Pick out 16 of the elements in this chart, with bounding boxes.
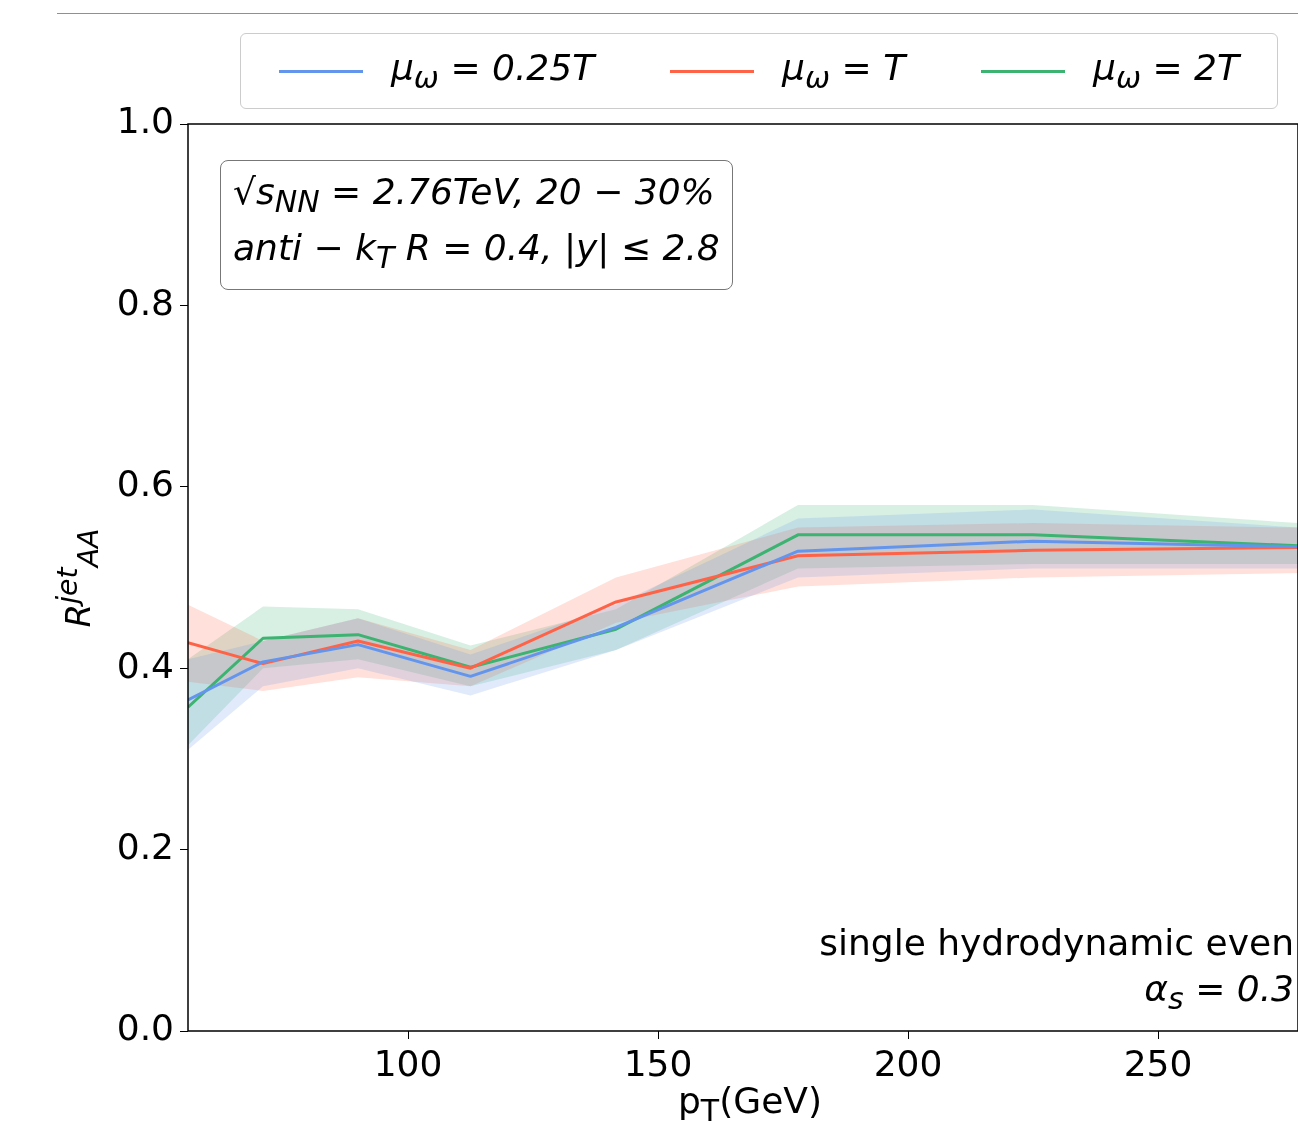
y-tick-label: 1.0: [116, 100, 174, 142]
y-tick-label: 0.2: [116, 825, 174, 867]
x-tick-label: 200: [873, 1042, 943, 1084]
legend-label: μ$_{ω}$ = 2T: [1093, 46, 1240, 96]
x-tick-label: 250: [1123, 1042, 1193, 1084]
annotation: anti − k$_{T}$ R = 0.4, |y| ≤ 2.8: [233, 226, 720, 278]
y-tick-label: 0.8: [116, 281, 174, 323]
annotation: single hydrodynamic even: [819, 922, 1294, 963]
annotation: α$_{s}$ = 0.3: [1144, 968, 1294, 1017]
y-tick-label: 0.4: [116, 644, 174, 686]
y-tick-label: 0.6: [116, 463, 174, 505]
annotation: √s$_{NN}$ = 2.76TeV, 20 − 30%: [233, 170, 716, 222]
x-tick-label: 100: [373, 1042, 443, 1084]
legend-label: μ$_{ω}$ = 0.25T: [390, 46, 595, 96]
y-tick-label: 0.0: [116, 1007, 174, 1049]
legend-label: μ$_{ω}$ = T: [782, 46, 906, 96]
